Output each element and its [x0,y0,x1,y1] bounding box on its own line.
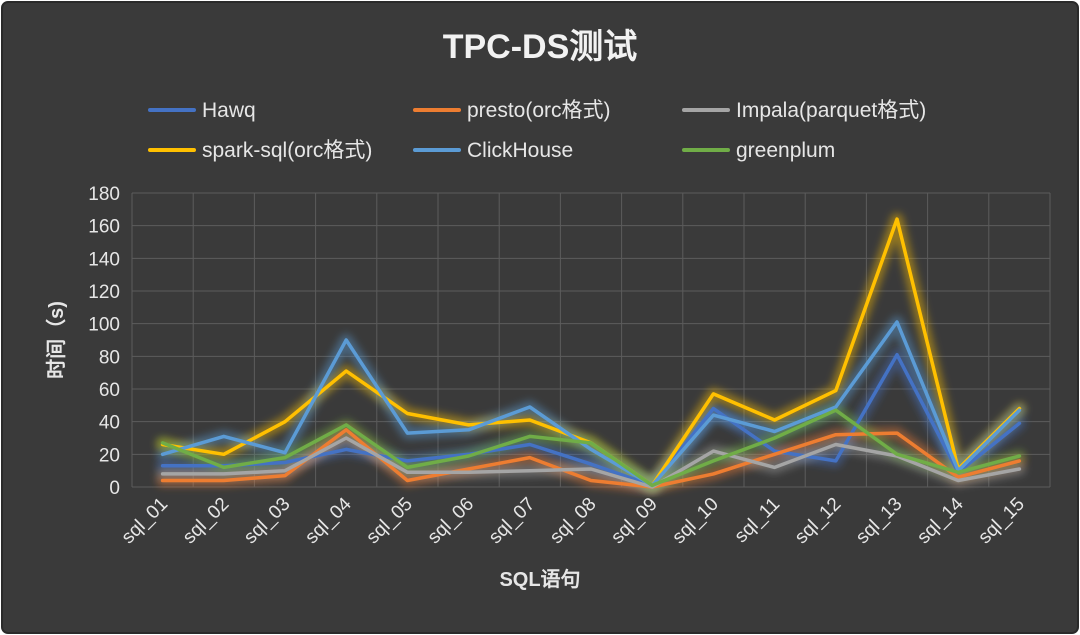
series-line [160,408,1022,488]
y-tick-label: 20 [99,445,120,466]
y-tick-label: 180 [88,184,120,205]
series-line [160,320,1022,488]
y-axis-label: 时间（s) [45,301,68,379]
chart-title: TPC-DS测试 [443,28,638,66]
legend-label: ClickHouse [467,139,573,162]
legend-label: spark-sql(orc格式) [202,139,372,162]
legend-label: Hawq [202,99,256,122]
y-tick-label: 140 [88,249,120,270]
y-tick-label: 80 [99,347,120,368]
series-line [160,436,1022,489]
y-tick-label: 60 [99,380,120,401]
legend-label: Impala(parquet格式) [736,99,926,122]
y-tick-label: 100 [88,315,120,336]
y-tick-label: 120 [88,282,120,303]
y-axis-ticks: 0 20 40 60 80 100 120 140 160 180 [88,184,120,499]
y-tick-label: 0 [109,478,120,499]
legend-label: greenplum [736,139,835,162]
x-axis-label: SQL语句 [499,567,580,591]
legend: Hawq presto(orc格式) Impala(parquet格式) spark-… [148,99,926,162]
y-tick-label: 40 [99,413,120,434]
legend-label: presto(orc格式) [467,99,611,122]
series-lines [160,217,1022,489]
y-tick-label: 160 [88,217,120,238]
